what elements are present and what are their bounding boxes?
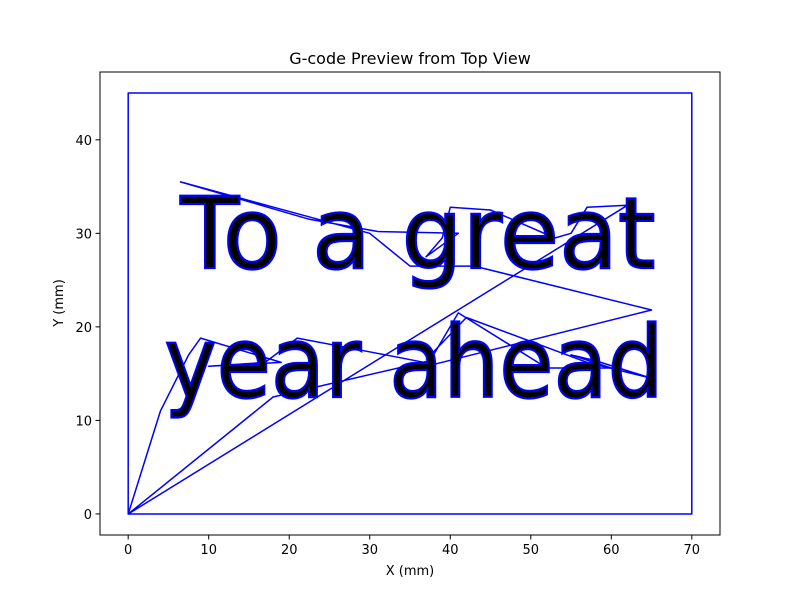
x-tick-label: 40: [442, 543, 459, 558]
y-axis-label: Y (mm): [52, 279, 67, 328]
x-tick-label: 60: [603, 543, 620, 558]
toolpath-glyph-text-1: year ahead: [164, 306, 663, 421]
x-tick-label: 10: [200, 543, 217, 558]
x-axis-label: X (mm): [386, 564, 435, 579]
x-tick-label: 50: [523, 543, 540, 558]
y-tick-label: 10: [75, 414, 92, 429]
toolpath-glyph-text-0: To a great: [180, 177, 656, 292]
x-axis: 0 10 20 30 40 50 60 70: [124, 535, 700, 558]
y-tick-label: 20: [75, 321, 92, 336]
x-tick-label: 30: [361, 543, 378, 558]
plot-area: To a great year ahead: [127, 92, 693, 515]
y-tick-label: 40: [75, 134, 92, 149]
y-tick-label: 0: [84, 508, 92, 523]
toolpath-line-0: [127, 92, 693, 515]
chart-title: G-code Preview from Top View: [289, 49, 531, 68]
y-tick-label: 30: [75, 227, 92, 242]
x-tick-label: 70: [684, 543, 701, 558]
x-tick-label: 0: [124, 543, 132, 558]
y-axis: 0 10 20 30 40: [75, 134, 100, 523]
x-tick-label: 20: [281, 543, 298, 558]
plot-frame: [99, 71, 721, 536]
